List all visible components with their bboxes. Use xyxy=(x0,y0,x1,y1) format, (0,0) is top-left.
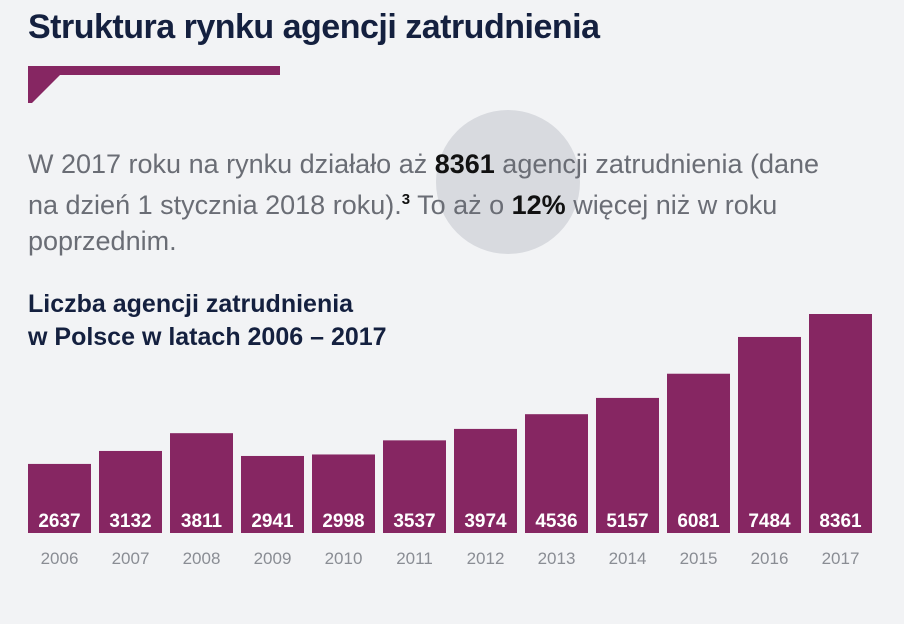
footnote-marker: 3 xyxy=(401,191,411,208)
data-label-2007: 3132 xyxy=(109,511,151,532)
x-tick-label-2006: 2006 xyxy=(41,549,79,568)
x-tick-label-2013: 2013 xyxy=(538,549,576,568)
bar-2017 xyxy=(809,314,872,533)
data-label-2010: 2998 xyxy=(322,511,364,532)
bar-2013 xyxy=(525,414,588,533)
x-tick-label-2017: 2017 xyxy=(822,549,860,568)
x-tick-label-2014: 2014 xyxy=(609,549,647,568)
x-tick-label-2011: 2011 xyxy=(396,549,433,568)
chart-title: Liczba agencji zatrudnienia w Polsce w l… xyxy=(28,288,387,354)
bar-2012 xyxy=(454,428,517,533)
highlight-circle xyxy=(436,110,580,254)
data-label-2009: 2941 xyxy=(251,511,294,532)
bar-2016 xyxy=(738,336,801,533)
bar-2015 xyxy=(667,373,730,533)
data-label-2006: 2637 xyxy=(38,511,80,532)
chart-title-line-2: w Polsce w latach 2006 – 2017 xyxy=(28,323,387,351)
x-tick-label-2007: 2007 xyxy=(112,549,150,568)
bar-2014 xyxy=(596,397,659,533)
intro-text-3: To aż o xyxy=(410,190,512,220)
x-tick-label-2016: 2016 xyxy=(751,549,789,568)
bar-2006 xyxy=(28,463,91,533)
intro-highlight-percent: 12% xyxy=(511,190,566,220)
data-label-2008: 3811 xyxy=(181,511,223,532)
x-tick-label-2010: 2010 xyxy=(325,549,363,568)
chart-title-line-1: Liczba agencji zatrudnienia xyxy=(28,290,354,318)
bar-2007 xyxy=(99,450,162,533)
bar-2009 xyxy=(241,455,304,533)
data-label-2013: 4536 xyxy=(535,511,577,532)
data-label-2015: 6081 xyxy=(677,511,720,532)
x-tick-label-2008: 2008 xyxy=(183,549,221,568)
intro-text-1: W 2017 roku na rynku działało aż xyxy=(28,149,435,179)
bar-2010 xyxy=(312,454,375,533)
page-title: Struktura rynku agencji zatrudnienia xyxy=(28,8,600,46)
data-label-2011: 3537 xyxy=(393,511,435,532)
accent-decoration xyxy=(28,66,280,103)
data-label-2014: 5157 xyxy=(606,511,648,532)
intro-highlight-count: 8361 xyxy=(434,149,495,179)
intro-paragraph: W 2017 roku na rynku działało aż 8361 ag… xyxy=(28,146,838,259)
x-tick-label-2015: 2015 xyxy=(680,549,718,568)
data-label-2012: 3974 xyxy=(464,511,507,532)
x-tick-label-2012: 2012 xyxy=(467,549,505,568)
data-label-2016: 7484 xyxy=(748,511,791,532)
intro-text-4: więcej niż w roku poprzednim. xyxy=(28,190,778,256)
intro-text-2: agencji zatrudnienia (dane na dzień 1 st… xyxy=(28,149,820,220)
bar-2011 xyxy=(383,440,446,533)
data-label-2017: 8361 xyxy=(819,511,862,532)
x-tick-label-2009: 2009 xyxy=(254,549,292,568)
bar-2008 xyxy=(170,433,233,533)
bar-chart: 2637 2006 3132 2007 3811 2008 2941 2009 2998 2010… xyxy=(28,314,872,568)
